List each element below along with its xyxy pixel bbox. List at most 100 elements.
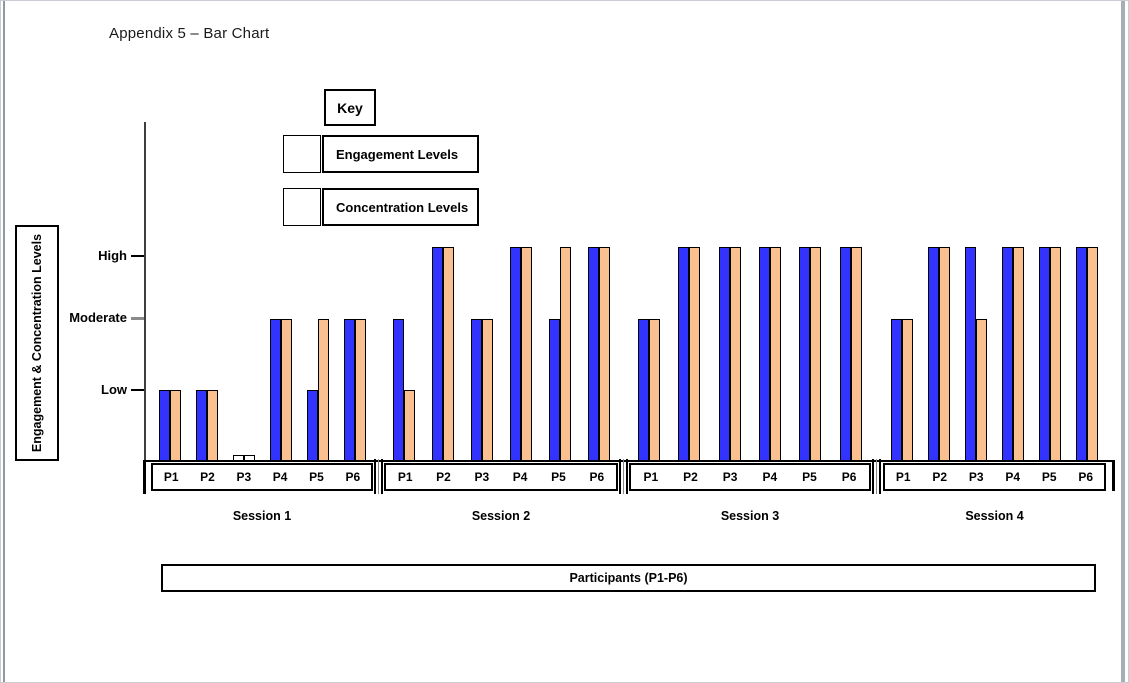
y-axis-title-box: Engagement & Concentration Levels xyxy=(15,225,59,461)
legend-item-engagement: Engagement Levels xyxy=(322,135,479,173)
concentration-bar xyxy=(354,319,366,461)
session-caption: Session 1 xyxy=(232,509,292,523)
ytick-label-low: Low xyxy=(101,382,127,397)
concentration-bar xyxy=(975,319,987,461)
bar-pair-session2-p4 xyxy=(509,247,532,461)
x-axis-end-tick xyxy=(1112,460,1115,491)
concentration-bar xyxy=(559,247,571,461)
engagement-bar xyxy=(718,247,730,461)
participant-label: P3 xyxy=(968,470,984,484)
engagement-bar xyxy=(678,247,690,461)
participant-label: P5 xyxy=(1041,470,1057,484)
engagement-bar xyxy=(392,319,404,461)
engagement-bar xyxy=(799,247,811,461)
engagement-bar xyxy=(927,247,939,461)
engagement-bar xyxy=(232,455,244,461)
bar-pair-session4-p2 xyxy=(927,247,950,461)
session-1-bars xyxy=(151,246,373,461)
window-right-border xyxy=(1121,1,1125,682)
legend-item-concentration: Concentration Levels xyxy=(322,188,479,226)
x-axis-title-box: Participants (P1-P6) xyxy=(161,564,1096,592)
legend-concentration-label: Concentration Levels xyxy=(336,199,469,215)
legend-engagement-label: Engagement Levels xyxy=(336,146,459,162)
participant-label: P6 xyxy=(1078,470,1094,484)
participant-label: P4 xyxy=(762,470,778,484)
engagement-bar xyxy=(269,319,281,461)
concentration-bar xyxy=(598,247,610,461)
session-caption: Session 3 xyxy=(720,509,780,523)
bar-pair-session4-p6 xyxy=(1076,247,1099,461)
session-2-participant-labels: P1 P2 P3 P4 P5 P6 xyxy=(384,463,618,491)
participant-label: P6 xyxy=(841,470,857,484)
concentration-bar xyxy=(169,390,181,461)
bar-pair-session1-p1 xyxy=(158,390,181,461)
bar-pair-session3-p5 xyxy=(799,247,822,461)
bar-pair-session2-p2 xyxy=(431,247,454,461)
participant-label: P2 xyxy=(200,470,215,484)
session-1-participant-labels: P1 P2 P3 P4 P5 P6 xyxy=(151,463,373,491)
session-separator xyxy=(374,459,383,494)
bar-pair-session3-p3 xyxy=(718,247,741,461)
engagement-bar xyxy=(1039,247,1051,461)
concentration-bar xyxy=(649,319,661,461)
concentration-bar xyxy=(243,455,255,461)
session-caption: Session 2 xyxy=(471,509,531,523)
ytick-label-high: High xyxy=(98,248,127,263)
participant-label: P1 xyxy=(895,470,911,484)
participant-label: P6 xyxy=(345,470,361,484)
concentration-color-swatch xyxy=(283,188,321,226)
bar-pair-session2-p6 xyxy=(587,247,610,461)
bar-pair-session4-p4 xyxy=(1002,247,1025,461)
participant-label: P2 xyxy=(683,470,698,484)
bar-pair-session2-p1 xyxy=(392,319,415,461)
concentration-bar xyxy=(770,247,782,461)
ytick-mark-moderate xyxy=(131,317,145,320)
concentration-bar xyxy=(689,247,701,461)
participant-label: P5 xyxy=(551,470,566,484)
ytick-mark-high xyxy=(131,255,145,257)
engagement-bar xyxy=(158,390,170,461)
bar-pair-session1-p3 xyxy=(232,455,255,461)
page-title: Appendix 5 – Bar Chart xyxy=(109,25,270,42)
participant-label: P3 xyxy=(474,470,490,484)
session-caption: Session 4 xyxy=(965,509,1024,523)
legend-key-label: Key xyxy=(337,99,363,116)
engagement-bar xyxy=(195,390,207,461)
bar-pair-session1-p6 xyxy=(343,319,366,461)
concentration-bar xyxy=(1013,247,1025,461)
bar-pair-session4-p3 xyxy=(964,247,987,461)
concentration-bar xyxy=(403,390,415,461)
concentration-bar xyxy=(481,319,493,461)
session-separator xyxy=(872,459,881,494)
bar-pair-session4-p1 xyxy=(890,319,913,461)
participant-label: P1 xyxy=(163,470,179,484)
concentration-bar xyxy=(901,319,913,461)
engagement-bar xyxy=(431,247,443,461)
concentration-bar xyxy=(206,390,218,461)
engagement-bar xyxy=(509,247,521,461)
concentration-bar xyxy=(810,247,822,461)
concentration-bar xyxy=(317,319,329,461)
engagement-bar xyxy=(548,319,560,461)
bar-pair-session3-p4 xyxy=(759,247,782,461)
bar-pair-session1-p2 xyxy=(195,390,218,461)
engagement-bar xyxy=(759,247,771,461)
engagement-bar xyxy=(964,247,976,461)
participant-label: P2 xyxy=(932,470,948,484)
concentration-bar xyxy=(938,247,950,461)
engagement-bar xyxy=(1076,247,1088,461)
engagement-bar xyxy=(638,319,650,461)
session-4-participant-labels: P1 P2 P3 P4 P5 P6 xyxy=(883,463,1106,491)
ytick-label-moderate: Moderate xyxy=(69,310,127,325)
session-2-bars xyxy=(384,246,618,461)
session-3-bars xyxy=(629,246,871,461)
engagement-bar xyxy=(306,390,318,461)
bar-pair-session4-p5 xyxy=(1039,247,1062,461)
participant-label: P4 xyxy=(272,470,288,484)
participant-label: P5 xyxy=(802,470,817,484)
participant-label: P4 xyxy=(512,470,528,484)
concentration-bar xyxy=(442,247,454,461)
participant-label: P2 xyxy=(436,470,451,484)
bar-pair-session1-p4 xyxy=(269,319,292,461)
